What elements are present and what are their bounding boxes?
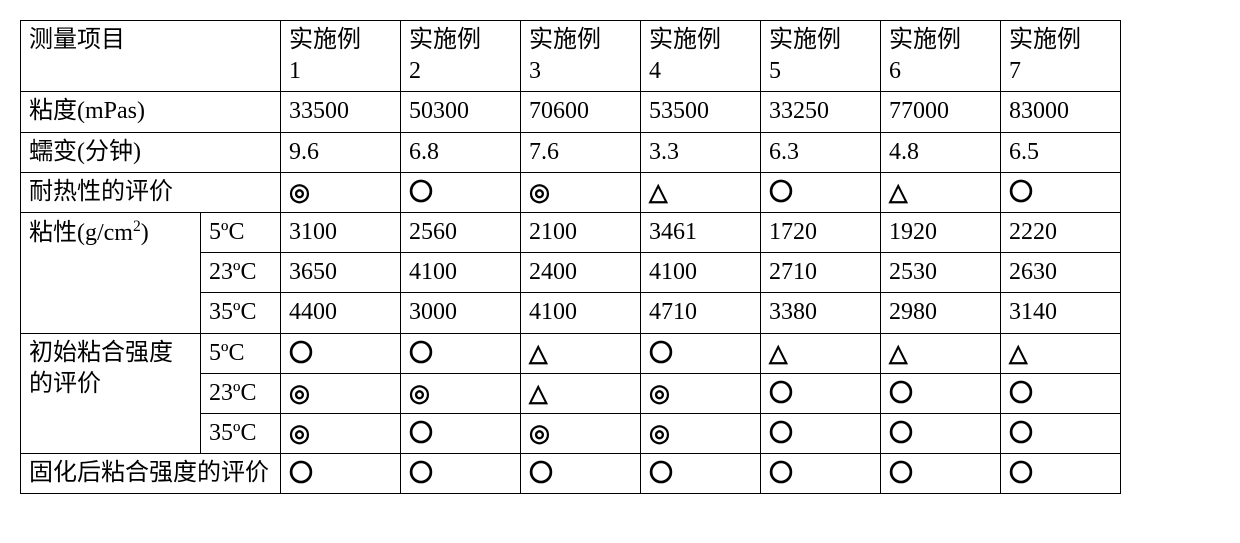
cell-r9-c6: 〇 bbox=[1001, 454, 1121, 494]
cell-r5-c3: 4710 bbox=[641, 293, 761, 333]
cell-r2-c5: △ bbox=[881, 172, 1001, 212]
cell-r9-c5: 〇 bbox=[881, 454, 1001, 494]
cell-r4-c4: 2710 bbox=[761, 253, 881, 293]
row-label: 粘度(mPas) bbox=[21, 92, 281, 132]
cell-r5-c5: 2980 bbox=[881, 293, 1001, 333]
cell-r4-c5: 2530 bbox=[881, 253, 1001, 293]
header-col-5: 实施例5 bbox=[761, 21, 881, 92]
row-sublabel: 5ºC bbox=[201, 333, 281, 373]
cell-r5-c2: 4100 bbox=[521, 293, 641, 333]
cell-r4-c0: 3650 bbox=[281, 253, 401, 293]
row-label: 初始粘合强度的评价 bbox=[21, 333, 201, 454]
row-sublabel: 23ºC bbox=[201, 253, 281, 293]
row-sublabel: 35ºC bbox=[201, 293, 281, 333]
cell-r3-c6: 2220 bbox=[1001, 212, 1121, 252]
cell-r6-c0: 〇 bbox=[281, 333, 401, 373]
cell-r2-c3: △ bbox=[641, 172, 761, 212]
header-label: 测量项目 bbox=[21, 21, 281, 92]
cell-r1-c4: 6.3 bbox=[761, 132, 881, 172]
cell-r0-c6: 83000 bbox=[1001, 92, 1121, 132]
cell-r8-c0: ◎ bbox=[281, 413, 401, 453]
row-label: 粘性(g/cm2) bbox=[21, 212, 201, 333]
cell-r1-c3: 3.3 bbox=[641, 132, 761, 172]
cell-r3-c4: 1720 bbox=[761, 212, 881, 252]
cell-r8-c1: 〇 bbox=[401, 413, 521, 453]
row-label: 蠕变(分钟) bbox=[21, 132, 281, 172]
cell-r5-c4: 3380 bbox=[761, 293, 881, 333]
row-sublabel: 5ºC bbox=[201, 212, 281, 252]
cell-r8-c3: ◎ bbox=[641, 413, 761, 453]
row-sublabel: 23ºC bbox=[201, 373, 281, 413]
header-col-2: 实施例2 bbox=[401, 21, 521, 92]
cell-r7-c0: ◎ bbox=[281, 373, 401, 413]
data-table: 测量项目实施例1实施例2实施例3实施例4实施例5实施例6实施例7粘度(mPas)… bbox=[20, 20, 1121, 494]
cell-r7-c1: ◎ bbox=[401, 373, 521, 413]
table-row: 蠕变(分钟)9.66.87.63.36.34.86.5 bbox=[21, 132, 1121, 172]
table-row: 初始粘合强度的评价5ºC〇〇△〇△△△ bbox=[21, 333, 1121, 373]
cell-r5-c0: 4400 bbox=[281, 293, 401, 333]
cell-r6-c3: 〇 bbox=[641, 333, 761, 373]
cell-r8-c4: 〇 bbox=[761, 413, 881, 453]
cell-r2-c1: 〇 bbox=[401, 172, 521, 212]
cell-r9-c2: 〇 bbox=[521, 454, 641, 494]
cell-r1-c1: 6.8 bbox=[401, 132, 521, 172]
table-row: 粘性(g/cm2)5ºC3100256021003461172019202220 bbox=[21, 212, 1121, 252]
cell-r4-c6: 2630 bbox=[1001, 253, 1121, 293]
row-sublabel: 35ºC bbox=[201, 413, 281, 453]
table-row: 粘度(mPas)33500503007060053500332507700083… bbox=[21, 92, 1121, 132]
cell-r6-c1: 〇 bbox=[401, 333, 521, 373]
cell-r7-c2: △ bbox=[521, 373, 641, 413]
cell-r7-c3: ◎ bbox=[641, 373, 761, 413]
cell-r3-c1: 2560 bbox=[401, 212, 521, 252]
cell-r9-c3: 〇 bbox=[641, 454, 761, 494]
cell-r8-c6: 〇 bbox=[1001, 413, 1121, 453]
header-row: 测量项目实施例1实施例2实施例3实施例4实施例5实施例6实施例7 bbox=[21, 21, 1121, 92]
table-row: 耐热性的评价◎〇◎△〇△〇 bbox=[21, 172, 1121, 212]
row-label: 耐热性的评价 bbox=[21, 172, 281, 212]
cell-r4-c3: 4100 bbox=[641, 253, 761, 293]
cell-r7-c5: 〇 bbox=[881, 373, 1001, 413]
cell-r9-c1: 〇 bbox=[401, 454, 521, 494]
cell-r7-c4: 〇 bbox=[761, 373, 881, 413]
cell-r3-c0: 3100 bbox=[281, 212, 401, 252]
cell-r2-c4: 〇 bbox=[761, 172, 881, 212]
cell-r1-c6: 6.5 bbox=[1001, 132, 1121, 172]
cell-r1-c5: 4.8 bbox=[881, 132, 1001, 172]
cell-r0-c3: 53500 bbox=[641, 92, 761, 132]
table-row: 固化后粘合强度的评价〇〇〇〇〇〇〇 bbox=[21, 454, 1121, 494]
cell-r8-c2: ◎ bbox=[521, 413, 641, 453]
header-col-6: 实施例6 bbox=[881, 21, 1001, 92]
cell-r6-c6: △ bbox=[1001, 333, 1121, 373]
cell-r5-c6: 3140 bbox=[1001, 293, 1121, 333]
cell-r7-c6: 〇 bbox=[1001, 373, 1121, 413]
cell-r1-c0: 9.6 bbox=[281, 132, 401, 172]
cell-r2-c0: ◎ bbox=[281, 172, 401, 212]
cell-r1-c2: 7.6 bbox=[521, 132, 641, 172]
cell-r0-c2: 70600 bbox=[521, 92, 641, 132]
cell-r6-c5: △ bbox=[881, 333, 1001, 373]
cell-r6-c2: △ bbox=[521, 333, 641, 373]
cell-r5-c1: 3000 bbox=[401, 293, 521, 333]
header-col-7: 实施例7 bbox=[1001, 21, 1121, 92]
cell-r8-c5: 〇 bbox=[881, 413, 1001, 453]
row-label: 固化后粘合强度的评价 bbox=[21, 454, 281, 494]
cell-r4-c2: 2400 bbox=[521, 253, 641, 293]
cell-r2-c6: 〇 bbox=[1001, 172, 1121, 212]
header-col-4: 实施例4 bbox=[641, 21, 761, 92]
cell-r3-c3: 3461 bbox=[641, 212, 761, 252]
cell-r3-c2: 2100 bbox=[521, 212, 641, 252]
cell-r0-c4: 33250 bbox=[761, 92, 881, 132]
cell-r3-c5: 1920 bbox=[881, 212, 1001, 252]
header-col-3: 实施例3 bbox=[521, 21, 641, 92]
cell-r9-c0: 〇 bbox=[281, 454, 401, 494]
cell-r0-c5: 77000 bbox=[881, 92, 1001, 132]
cell-r4-c1: 4100 bbox=[401, 253, 521, 293]
cell-r0-c1: 50300 bbox=[401, 92, 521, 132]
cell-r9-c4: 〇 bbox=[761, 454, 881, 494]
header-col-1: 实施例1 bbox=[281, 21, 401, 92]
cell-r6-c4: △ bbox=[761, 333, 881, 373]
cell-r2-c2: ◎ bbox=[521, 172, 641, 212]
cell-r0-c0: 33500 bbox=[281, 92, 401, 132]
